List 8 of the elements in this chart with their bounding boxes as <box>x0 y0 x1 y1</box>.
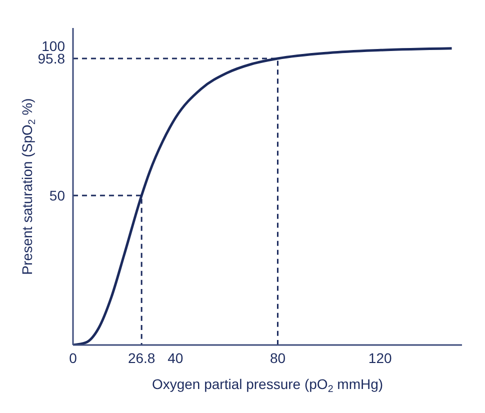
line-series <box>73 47 454 345</box>
y-tick-label: 50 <box>49 187 66 204</box>
x-tick-label: 40 <box>168 350 184 366</box>
x-tick-label: 26.8 <box>128 350 156 366</box>
x-tick-label: 80 <box>270 350 286 366</box>
x-tick-label: 120 <box>368 350 392 366</box>
x-tick-label: 0 <box>69 350 78 366</box>
x-axis-title: Oxygen partial pressure (pO$_{2}$ mmHg) <box>152 376 384 394</box>
